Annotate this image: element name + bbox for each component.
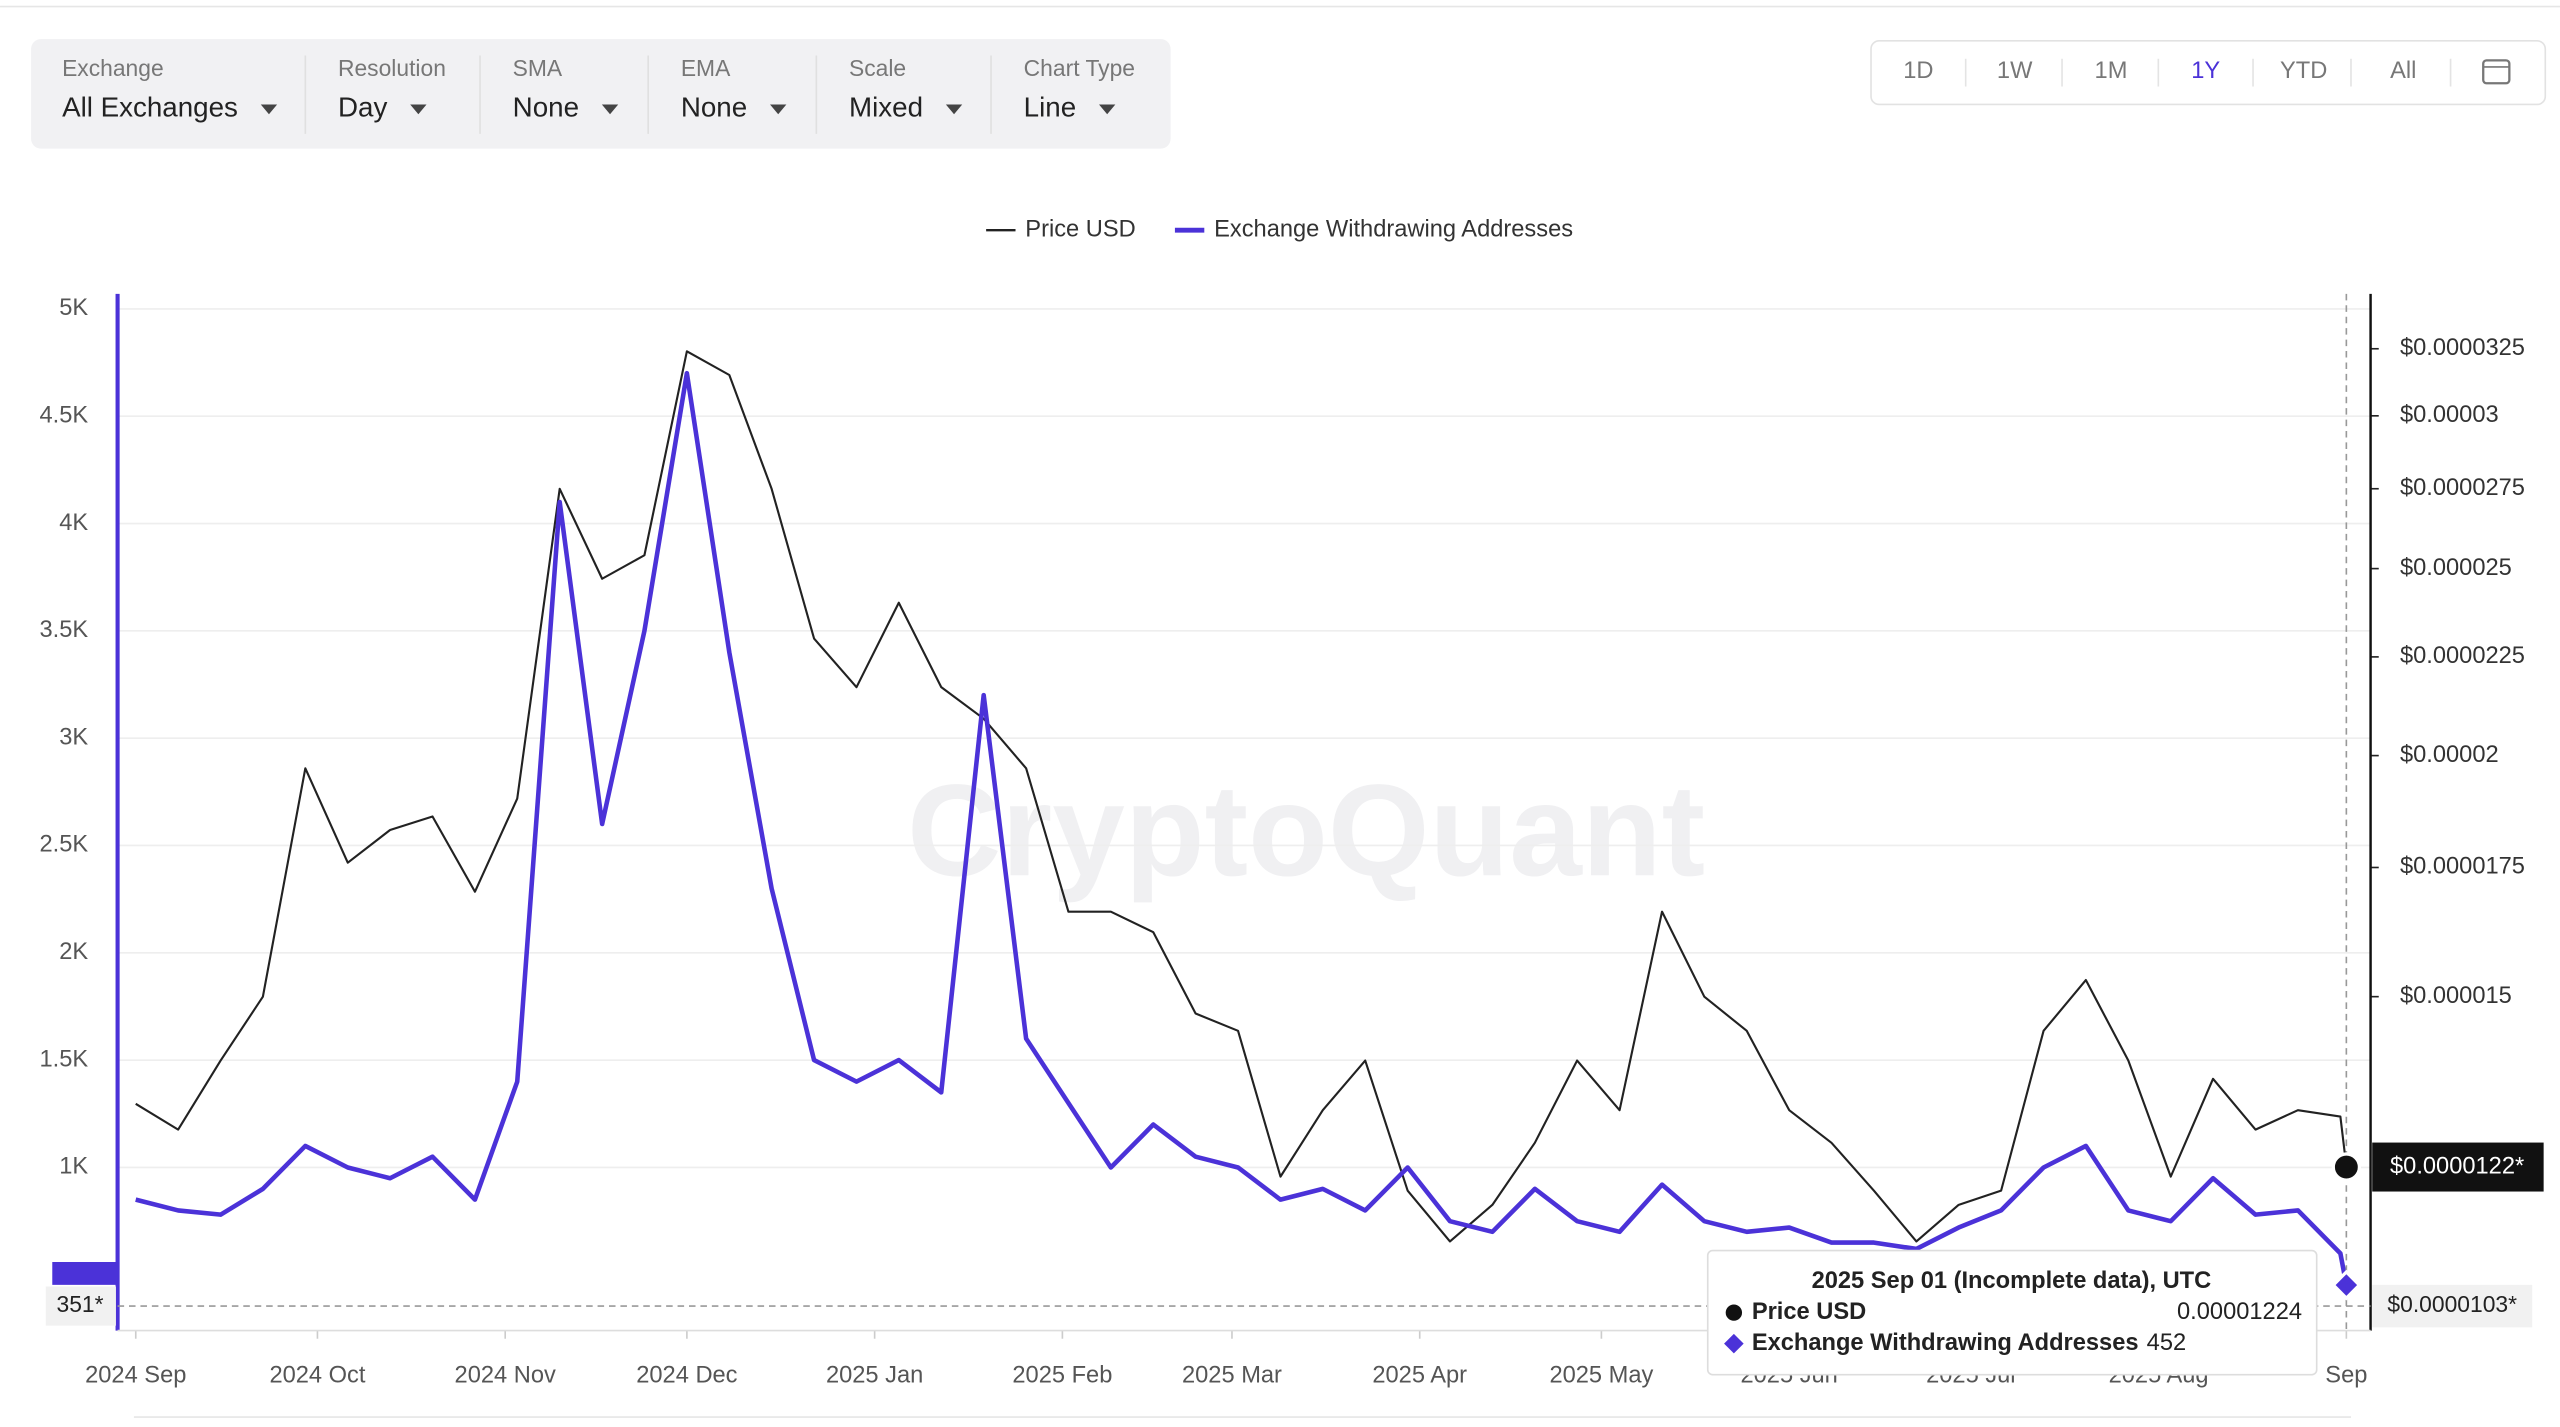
y2-tick-label: $0.00002 [2400, 742, 2499, 768]
control-label: SMA [513, 55, 563, 81]
y2-tick-label: $0.000015 [2400, 983, 2512, 1009]
legend-label[interactable]: Price USD [1025, 216, 1135, 242]
y-tick-label: 4K [59, 510, 88, 536]
x-tick-label: 2025 Feb [1012, 1363, 1112, 1389]
watermark: CryptoQuant [907, 757, 1705, 903]
price-badge [2372, 1142, 2544, 1192]
y-tick-label: 4.5K [40, 402, 89, 428]
y-tick-label: 3K [59, 724, 88, 750]
y2-tick-label: $0.000025 [2400, 555, 2512, 581]
y-tick-label: 1.5K [40, 1046, 89, 1072]
x-tick-label: 2025 Jan [826, 1363, 923, 1389]
controls-bar [31, 39, 1171, 149]
y2-tick-label: $0.0000225 [2400, 643, 2525, 669]
x-tick-label: 2024 Nov [455, 1363, 556, 1389]
dropdown-arrow [1099, 104, 1116, 115]
tooltip-title: 2025 Sep 01 (Incomplete data), UTC [1812, 1268, 2212, 1294]
range-bar [1870, 39, 2547, 106]
range-button[interactable]: 1D [1903, 58, 1933, 84]
control-value[interactable]: Mixed [849, 92, 923, 123]
range-button[interactable]: All [2390, 58, 2416, 84]
control-label: Resolution [338, 55, 446, 81]
range-button[interactable]: 1W [1997, 58, 2033, 84]
y2-tick-label: $0.0000275 [2400, 475, 2525, 501]
series-line [135, 350, 2348, 1243]
withdraw-marker [2330, 1269, 2362, 1301]
y-tick-label: 1K [59, 1154, 88, 1180]
tooltip-name: Price USD [1752, 1299, 1866, 1325]
y-tick-label: 2.5K [40, 832, 89, 858]
tooltip-value: 0.00001224 [2177, 1299, 2302, 1325]
control-label: EMA [681, 55, 731, 81]
tooltip [1706, 1249, 2318, 1376]
cursor-left-badge [45, 1286, 116, 1326]
control-value[interactable]: All Exchanges [62, 92, 238, 123]
x-tick-label: 2024 Dec [636, 1363, 737, 1389]
control-value[interactable]: None [681, 92, 747, 123]
dropdown-arrow [260, 104, 278, 115]
price-badge-text: $0.0000122* [2390, 1153, 2524, 1179]
control-value[interactable]: Day [338, 92, 387, 123]
x-tick-label: Sep [2325, 1363, 2367, 1389]
control-label: Scale [849, 55, 906, 81]
control-value[interactable]: None [513, 92, 579, 123]
range-button[interactable]: 1M [2095, 58, 2128, 84]
x-tick-label: 2025 Mar [1182, 1363, 1282, 1389]
range-button[interactable]: 1Y [2191, 58, 2220, 84]
control-label: Exchange [62, 55, 164, 81]
price-marker [2331, 1152, 2362, 1182]
dropdown-arrow [770, 104, 787, 115]
calendar-icon[interactable] [2482, 59, 2511, 85]
control-label: Chart Type [1024, 55, 1135, 81]
x-tick-label: 2025 May [1549, 1363, 1653, 1389]
x-tick-label: 2025 Apr [1372, 1363, 1467, 1389]
cursor-badge [2372, 1284, 2533, 1328]
x-tick-label: 2024 Oct [269, 1363, 365, 1389]
x-tick-label: 2024 Sep [85, 1363, 186, 1389]
legend-label[interactable]: Exchange Withdrawing Addresses [1214, 216, 1573, 242]
dropdown-arrow [410, 104, 427, 115]
tooltip-value: 452 [2147, 1330, 2186, 1356]
tooltip-name: Exchange Withdrawing Addresses [1752, 1330, 2139, 1356]
dropdown-arrow [601, 104, 619, 115]
cursor-badge-text: $0.0000103* [2387, 1291, 2517, 1317]
y2-tick-label: $0.00003 [2400, 402, 2499, 428]
dropdown-arrow [945, 104, 963, 115]
tooltip-dot [1725, 1304, 1743, 1321]
cursor-left-text: 351* [57, 1291, 104, 1317]
y-tick-label: 5K [59, 295, 88, 321]
y2-tick-label: $0.0000325 [2400, 335, 2525, 361]
y2-tick-label: $0.0000175 [2400, 854, 2525, 880]
series-line [135, 370, 2349, 1286]
range-button[interactable]: YTD [2280, 58, 2327, 84]
left-value-badge [52, 1262, 118, 1285]
y-tick-label: 2K [59, 939, 88, 965]
control-value[interactable]: Line [1024, 92, 1076, 123]
y-tick-label: 3.5K [40, 617, 89, 643]
tooltip-diamond [1724, 1333, 1744, 1354]
